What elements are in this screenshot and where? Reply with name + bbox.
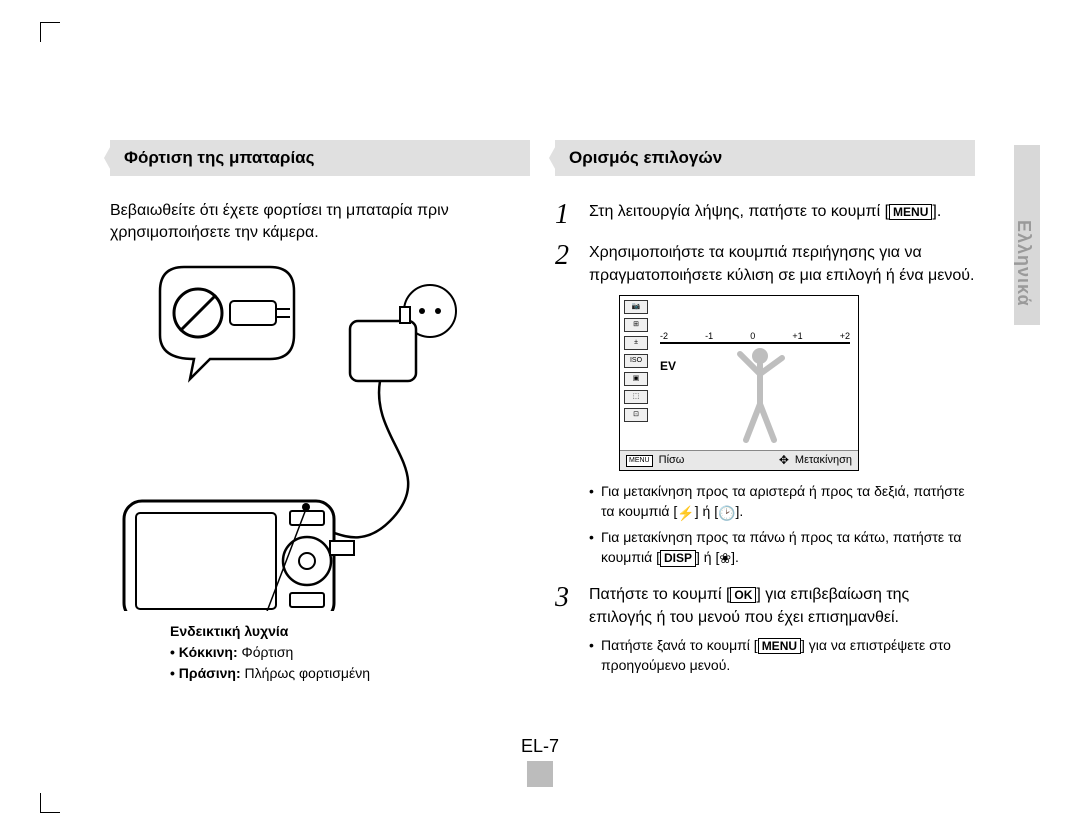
step1-end: . — [937, 203, 941, 220]
lcd-menu-tag: MENU — [626, 455, 653, 467]
step2-bullet-1: Για μετακίνηση προς τα αριστερά ή προς τ… — [589, 481, 975, 523]
macro-icon: ❀ — [719, 548, 731, 568]
move-icon: ✥ — [779, 452, 789, 469]
charging-intro-text: Βεβαιωθείτε ότι έχετε φορτίσει τη μπαταρ… — [110, 200, 530, 245]
step1-text-a: Στη λειτουργία λήψης, πατήστε το κουμπί — [589, 203, 880, 220]
legend-green: • Πράσινη: Πλήρως φορτισμένη — [170, 663, 530, 684]
flash-icon: ⚡ — [677, 503, 694, 523]
step3-bullet: Πατήστε ξανά το κουμπί [MENU] για να επι… — [589, 635, 975, 676]
disp-key: DISP — [660, 550, 696, 566]
lcd-back-label: Πίσω — [659, 453, 685, 469]
camera-lcd: 📷⊞±ISO▣⬚⊡ -2 -1 0 +1 +2 — [619, 295, 859, 471]
lcd-left-icons: 📷⊞±ISO▣⬚⊡ — [624, 300, 652, 448]
legend-title: Ενδεικτική λυχνία — [170, 621, 530, 642]
step-2: 2 Χρησιμοποιήστε τα κουμπιά περιήγησης γ… — [555, 241, 975, 573]
step-1: 1 Στη λειτουργία λήψης, πατήστε το κουμπ… — [555, 200, 975, 231]
step2-bullet-2: Για μετακίνηση προς τα πάνω ή προς τα κά… — [589, 527, 975, 569]
charging-illustration — [120, 261, 500, 611]
menu-key: MENU — [889, 204, 932, 220]
section-header-charging: Φόρτιση της μπαταρίας — [110, 140, 530, 176]
step-number: 2 — [555, 241, 577, 573]
timer-icon: 🕑 — [718, 503, 735, 523]
page-number-bar — [527, 761, 553, 787]
ev-label: EV — [660, 358, 676, 375]
led-legend: Ενδεικτική λυχνία • Κόκκινη: Φόρτιση • Π… — [170, 621, 530, 684]
lcd-footer: MENU Πίσω ✥ Μετακίνηση — [620, 450, 858, 470]
step3-text-a: Πατήστε το κουμπί [ — [589, 586, 730, 603]
step2-text: Χρησιμοποιήστε τα κουμπιά περιήγησης για… — [589, 244, 974, 284]
step-number: 1 — [555, 200, 577, 231]
page-number: EL-7 — [521, 736, 559, 787]
step-3: 3 Πατήστε το κουμπί [OK] για επιβεβαίωση… — [555, 583, 975, 680]
lcd-move-label: Μετακίνηση — [795, 453, 852, 469]
lcd-person-silhouette — [730, 344, 790, 444]
language-side-label: Ελληνικά — [1013, 220, 1034, 307]
ok-key: OK — [730, 587, 756, 603]
step-number: 3 — [555, 583, 577, 680]
section-header-options: Ορισμός επιλογών — [555, 140, 975, 176]
legend-red: • Κόκκινη: Φόρτιση — [170, 642, 530, 663]
crop-mark-tl — [40, 22, 60, 42]
crop-mark-bl — [40, 793, 60, 813]
menu-key: MENU — [758, 638, 801, 654]
